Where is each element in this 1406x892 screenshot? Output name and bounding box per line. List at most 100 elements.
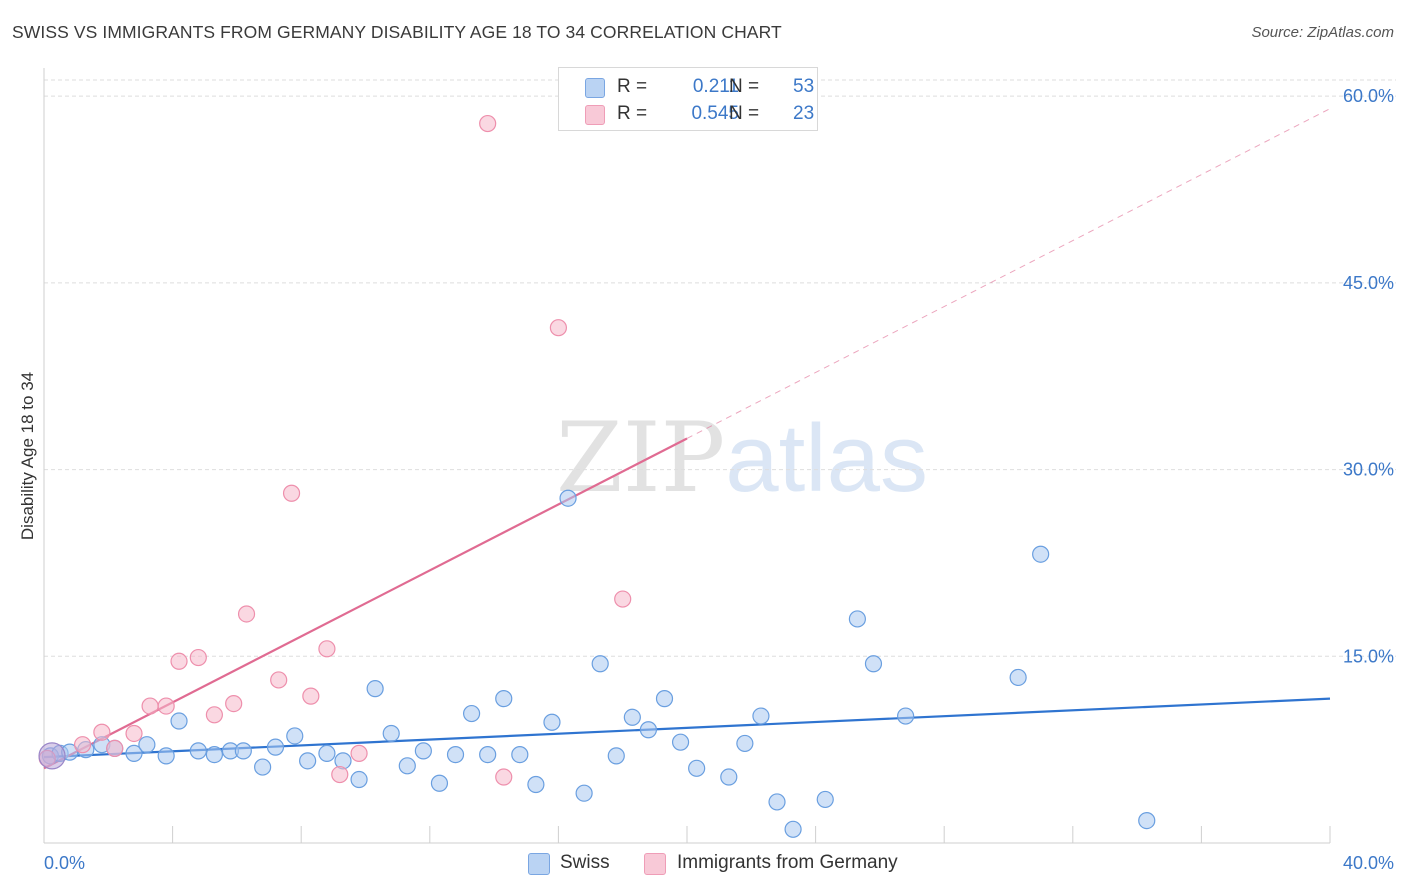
point-swiss bbox=[157, 747, 175, 765]
point-swiss bbox=[511, 746, 529, 764]
data-points bbox=[38, 114, 1156, 838]
point-swiss bbox=[205, 746, 223, 764]
trend-germany-extension bbox=[686, 108, 1331, 439]
point-swiss bbox=[398, 757, 416, 775]
point-germany bbox=[125, 724, 143, 743]
point-swiss bbox=[234, 742, 252, 760]
point-swiss bbox=[784, 820, 802, 838]
point-germany bbox=[141, 697, 159, 715]
legend-n-value: 23 bbox=[793, 103, 815, 124]
x-tick-label: 40.0% bbox=[1343, 853, 1394, 873]
legend-r-label: R = bbox=[617, 76, 648, 97]
legend-r-value: 0.545 bbox=[691, 103, 739, 124]
legend-n-label: N = bbox=[729, 76, 760, 97]
watermark: ZIPatlas bbox=[556, 402, 928, 514]
point-germany bbox=[318, 640, 336, 658]
point-swiss bbox=[816, 790, 834, 809]
point-swiss bbox=[543, 713, 561, 731]
point-swiss bbox=[688, 759, 706, 777]
point-swiss bbox=[254, 758, 272, 776]
point-swiss bbox=[639, 721, 658, 739]
point-swiss bbox=[446, 746, 465, 764]
point-swiss bbox=[366, 680, 384, 698]
point-swiss bbox=[286, 727, 304, 745]
point-germany bbox=[237, 605, 256, 623]
bottom-legend-swatch-swiss bbox=[528, 853, 550, 875]
point-germany bbox=[302, 687, 320, 705]
y-axis-label: Disability Age 18 to 34 bbox=[18, 371, 37, 541]
point-swiss bbox=[382, 724, 400, 743]
legend: R = 0.211 N = 53 R = 0.545 N = 23 bbox=[558, 67, 818, 131]
y-tick-label: 45.0% bbox=[1343, 273, 1394, 293]
point-swiss bbox=[414, 742, 432, 760]
point-swiss bbox=[671, 733, 690, 751]
watermark-atlas: atlas bbox=[725, 405, 928, 512]
point-germany bbox=[495, 768, 513, 786]
watermark-zip: ZIP bbox=[556, 402, 726, 514]
legend-swatch-swiss bbox=[585, 78, 605, 98]
trend-germany bbox=[43, 437, 688, 770]
point-germany bbox=[479, 114, 497, 133]
bottom-legend-label-germany: Immigrants from Germany bbox=[677, 852, 898, 873]
point-swiss bbox=[1009, 668, 1027, 687]
point-swiss bbox=[736, 734, 754, 753]
chart-title: SWISS VS IMMIGRANTS FROM GERMANY DISABIL… bbox=[12, 22, 782, 42]
point-swiss bbox=[266, 738, 285, 756]
point-cluster bbox=[38, 742, 66, 770]
y-tick-label: 15.0% bbox=[1343, 646, 1394, 666]
point-swiss bbox=[318, 744, 336, 762]
point-germany bbox=[350, 744, 368, 762]
gridlines bbox=[44, 79, 1396, 657]
point-germany bbox=[93, 723, 111, 741]
point-swiss bbox=[655, 690, 674, 708]
point-germany bbox=[170, 652, 188, 670]
point-swiss bbox=[559, 489, 577, 507]
trend-lines bbox=[43, 108, 1331, 770]
point-germany bbox=[106, 739, 124, 758]
point-germany bbox=[331, 765, 349, 784]
x-tick-label: 0.0% bbox=[44, 853, 85, 873]
legend-n-value: 53 bbox=[793, 76, 815, 97]
bottom-legend-label-swiss: Swiss bbox=[560, 852, 610, 873]
point-swiss bbox=[527, 775, 545, 794]
bottom-legend-swatch-germany bbox=[644, 853, 666, 875]
point-swiss bbox=[768, 793, 786, 811]
legend-swatch-germany bbox=[585, 105, 605, 125]
point-swiss bbox=[479, 746, 497, 764]
point-swiss bbox=[607, 747, 625, 765]
legend-r-label: R = bbox=[617, 103, 648, 124]
point-swiss bbox=[897, 707, 915, 725]
point-germany bbox=[157, 697, 175, 715]
legend-r-value: 0.211 bbox=[692, 76, 739, 97]
point-swiss bbox=[299, 752, 317, 770]
point-swiss bbox=[138, 736, 156, 754]
point-germany bbox=[205, 706, 223, 724]
trend-swiss bbox=[43, 697, 1331, 759]
point-swiss bbox=[350, 770, 368, 789]
point-swiss bbox=[1138, 811, 1156, 830]
y-tick-label: 30.0% bbox=[1343, 460, 1394, 480]
point-swiss bbox=[848, 610, 866, 628]
point-swiss bbox=[170, 712, 188, 730]
point-germany bbox=[225, 694, 243, 713]
point-swiss bbox=[1032, 545, 1050, 563]
legend-n-label: N = bbox=[729, 103, 760, 124]
point-germany bbox=[549, 319, 568, 337]
source-label: Source: ZipAtlas.com bbox=[1251, 24, 1394, 41]
point-germany bbox=[614, 590, 632, 608]
point-swiss bbox=[575, 784, 593, 802]
point-swiss bbox=[189, 742, 207, 760]
point-swiss bbox=[495, 690, 513, 708]
y-tick-label: 60.0% bbox=[1343, 86, 1394, 106]
tick-labels: 15.0% 30.0% 45.0% 60.0% 0.0% 40.0% bbox=[44, 86, 1394, 873]
point-swiss bbox=[623, 708, 641, 726]
point-germany bbox=[189, 648, 207, 667]
point-swiss bbox=[591, 655, 609, 673]
point-swiss bbox=[462, 704, 481, 723]
axes bbox=[43, 68, 1331, 844]
point-swiss bbox=[430, 774, 449, 792]
point-swiss bbox=[864, 655, 883, 673]
point-germany bbox=[73, 736, 92, 754]
point-germany bbox=[282, 484, 301, 502]
